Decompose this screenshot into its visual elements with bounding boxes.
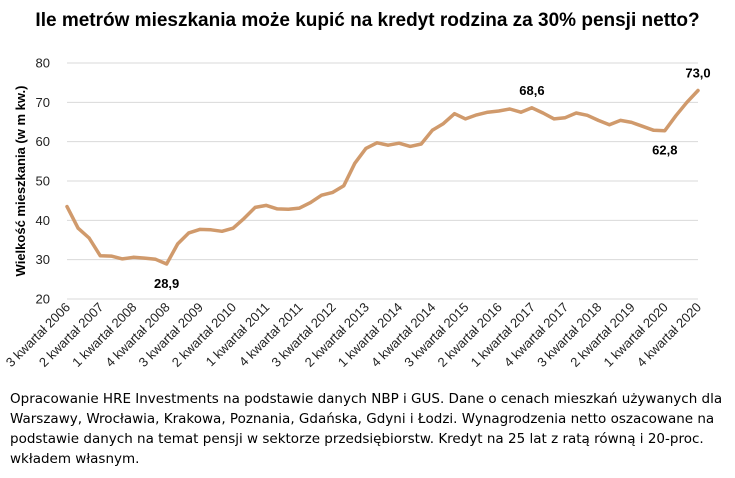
- data-point: [331, 190, 335, 194]
- data-point: [275, 207, 279, 211]
- data-label: 73,0: [685, 66, 710, 81]
- series-line: [65, 88, 700, 266]
- data-point: [452, 112, 456, 116]
- data-point: [419, 142, 423, 146]
- gridlines: [67, 62, 698, 300]
- y-tick-label: 20: [36, 292, 50, 307]
- y-axis-label: Wielkość mieszkania (w m kw.): [13, 86, 28, 277]
- data-point: [198, 227, 202, 231]
- data-point: [231, 226, 235, 230]
- data-point: [131, 255, 135, 259]
- data-point: [464, 117, 468, 121]
- data-point: [242, 216, 246, 220]
- data-point: [342, 184, 346, 188]
- data-point: [674, 114, 678, 118]
- data-point: [685, 100, 689, 104]
- data-point: [297, 206, 301, 210]
- data-point: [441, 122, 445, 126]
- data-point: [663, 129, 667, 133]
- data-point: [320, 193, 324, 197]
- data-points: [65, 89, 700, 266]
- data-point: [109, 254, 113, 258]
- data-point: [585, 113, 589, 117]
- data-label: 62,8: [652, 143, 677, 158]
- data-point: [408, 144, 412, 148]
- data-point: [541, 111, 545, 115]
- y-tick-label: 30: [36, 252, 50, 267]
- data-point: [430, 128, 434, 132]
- data-point: [220, 229, 224, 233]
- data-point: [87, 236, 91, 240]
- data-point: [176, 242, 180, 246]
- data-point: [508, 107, 512, 111]
- data-point: [563, 116, 567, 120]
- data-point: [652, 128, 656, 132]
- data-point: [142, 256, 146, 260]
- data-point: [209, 228, 213, 232]
- y-tick-label: 80: [36, 56, 50, 71]
- line-chart: 20 30 40 50 60 70 80 Wielkość mieszkania (w m …: [3, 56, 711, 370]
- data-point: [641, 124, 645, 128]
- data-label: 68,6: [519, 83, 544, 98]
- data-point: [607, 123, 611, 127]
- y-tick-label: 50: [36, 174, 50, 189]
- data-point: [596, 118, 600, 122]
- y-tick-label: 40: [36, 213, 50, 228]
- data-point: [154, 257, 158, 261]
- y-tick-label: 60: [36, 134, 50, 149]
- data-point: [375, 141, 379, 145]
- data-point: [619, 118, 623, 122]
- data-point: [519, 110, 523, 114]
- data-annotations: 28,9 68,6 62,8 73,0: [154, 66, 711, 291]
- data-point: [497, 109, 501, 113]
- source-note: Opracowanie HRE Investments na podstawie…: [10, 391, 723, 467]
- data-point: [397, 141, 401, 145]
- data-point: [165, 262, 169, 266]
- data-point: [120, 257, 124, 261]
- data-point: [187, 231, 191, 235]
- data-label: 28,9: [154, 276, 179, 291]
- y-axis-ticks: 20 30 40 50 60 70 80: [36, 56, 50, 307]
- data-point: [264, 203, 268, 207]
- chart-title: Ile metrów mieszkania może kupić na kred…: [35, 10, 700, 31]
- data-point: [530, 106, 534, 110]
- data-point: [630, 120, 634, 124]
- data-point: [309, 201, 313, 205]
- data-point: [364, 146, 368, 150]
- data-point: [486, 110, 490, 114]
- data-point: [65, 205, 69, 209]
- data-point: [552, 117, 556, 121]
- data-point: [353, 161, 357, 165]
- data-point: [253, 205, 257, 209]
- data-point: [98, 254, 102, 258]
- data-point: [386, 143, 390, 147]
- data-point: [574, 111, 578, 115]
- data-point: [76, 226, 80, 230]
- y-tick-label: 70: [36, 95, 50, 110]
- data-point: [475, 113, 479, 117]
- data-point: [696, 89, 700, 93]
- data-point: [286, 207, 290, 211]
